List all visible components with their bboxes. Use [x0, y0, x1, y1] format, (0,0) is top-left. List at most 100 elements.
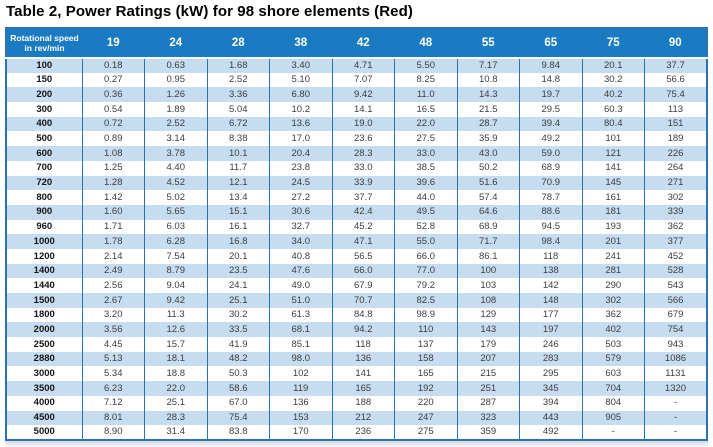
power-value-cell: 443: [519, 410, 582, 426]
power-value-cell: 68.9: [519, 160, 582, 176]
row-header-speed: 1440: [33, 279, 55, 291]
power-value-cell: 179: [456, 337, 520, 352]
power-value-cell: 142: [519, 278, 582, 293]
power-value-cell: 212: [331, 410, 395, 426]
power-value-cell: 7.12: [81, 395, 145, 411]
column-header: 28: [207, 28, 270, 58]
power-value-cell: 94.5: [519, 219, 582, 235]
power-value-cell: 8.25: [394, 72, 457, 88]
power-value-cell: 137: [394, 337, 457, 352]
table-row: 2500 4.45 15.7 41.9 85.1 118 137 179 246 503 943: [6, 337, 707, 352]
power-value-cell: 61.3: [269, 307, 332, 323]
power-value-cell: 121: [581, 146, 645, 161]
row-header-speed: 1800: [33, 309, 55, 321]
row-header-speed: 4500: [33, 412, 55, 424]
power-value-cell: 80.4: [581, 116, 645, 132]
power-value-cell: 85.1: [269, 337, 332, 352]
row-header-speed: 960: [36, 221, 53, 233]
power-value-cell: 68.1: [269, 322, 332, 338]
power-value-cell: 4.52: [144, 175, 207, 191]
table-row: 150 0.27 0.95 2.52 5.10 7.07 8.25 10.8 14.8 30.2 5…: [6, 72, 707, 88]
power-value-cell: 17.0: [269, 131, 332, 147]
power-value-cell: 29.5: [519, 102, 582, 117]
power-value-cell: 47.1: [331, 234, 395, 249]
power-value-cell: 754: [644, 322, 707, 338]
power-value-cell: 16.8: [206, 234, 270, 249]
table-row: 800 1.42 5.02 13.4 27.2 37.7 44.0 57.4 78.7 161 30…: [6, 190, 707, 205]
column-header: 19: [82, 28, 145, 58]
power-value-cell: 108: [456, 293, 520, 308]
power-value-cell: 302: [581, 293, 645, 308]
power-value-cell: 55.0: [394, 234, 457, 249]
power-value-cell: 0.95: [144, 72, 207, 88]
row-header-speed: 900: [36, 206, 53, 218]
power-value-cell: 49.5: [394, 204, 457, 220]
power-value-cell: 22.0: [144, 381, 207, 396]
power-value-cell: 27.5: [394, 131, 457, 147]
power-value-cell: 49.2: [519, 131, 582, 147]
power-value-cell: 60.3: [581, 102, 645, 117]
power-value-cell: 1.28: [81, 175, 145, 191]
column-header: 55: [457, 28, 520, 58]
table-row: 1800 3.20 11.3 30.2 61.3 84.8 98.9 129 177 362 679: [6, 307, 707, 323]
power-value-cell: 28.7: [456, 116, 520, 132]
table-row: 960 1.71 6.03 16.1 32.7 45.2 52.8 68.9 94.5 193 36…: [6, 219, 707, 235]
power-value-cell: 153: [269, 410, 332, 426]
row-header-speed: 800: [36, 191, 53, 203]
table-row: 400 0.72 2.52 6.72 13.6 19.0 22.0 28.7 39.4 80.4 1…: [6, 116, 707, 132]
table-row: 600 1.08 3.78 10.1 20.4 28.3 33.0 43.0 59.0 121 22…: [6, 146, 707, 161]
power-value-cell: 452: [644, 248, 707, 264]
power-value-cell: 4.71: [331, 57, 395, 73]
power-value-cell: 6.03: [144, 219, 207, 235]
row-header-speed: 720: [36, 177, 53, 189]
power-value-cell: 14.3: [456, 87, 520, 103]
column-header: 65: [519, 28, 582, 58]
power-value-cell: 193: [581, 219, 645, 235]
row-header-speed: 150: [36, 74, 53, 86]
power-value-cell: 145: [581, 175, 645, 191]
row-header-speed: 100: [6, 57, 82, 73]
power-value-cell: 20.1: [206, 248, 270, 264]
power-value-cell: 2.52: [206, 72, 270, 88]
power-value-cell: 48.2: [206, 351, 270, 367]
power-value-cell: 6.72: [206, 116, 270, 132]
power-value-cell: 15.1: [206, 204, 270, 220]
power-value-cell: 148: [519, 293, 582, 308]
power-value-cell: 71.7: [456, 234, 520, 249]
row-header-speed: 4000: [33, 397, 55, 409]
power-value-cell: 1.68: [206, 57, 270, 73]
power-value-cell: 41.9: [206, 337, 270, 352]
power-value-cell: 31.4: [144, 425, 207, 440]
row-header-speed: 1200: [33, 250, 55, 262]
power-value-cell: 0.54: [81, 102, 145, 117]
table-row: 2880 5.13 18.1 48.2 98.0 136 158 207 283 579 1086: [6, 351, 707, 367]
power-value-cell: 16.5: [394, 102, 457, 117]
power-value-cell: 302: [644, 190, 707, 205]
column-header: 75: [582, 28, 645, 58]
power-value-cell: 66.0: [394, 248, 457, 264]
power-value-cell: 197: [519, 322, 582, 338]
row-header-speed: 2000: [33, 323, 55, 335]
power-value-cell: 32.7: [269, 219, 332, 235]
power-value-cell: 2.56: [81, 278, 145, 293]
power-value-cell: 1.26: [144, 87, 207, 103]
power-value-cell: 83.8: [206, 425, 270, 440]
power-value-cell: 12.1: [206, 175, 270, 191]
power-value-cell: 40.2: [581, 87, 645, 103]
power-value-cell: 5.65: [144, 204, 207, 220]
power-ratings-table-container: Rotational speed in rev/min 19 24 28 38 42 48…: [5, 27, 708, 441]
power-value-cell: 27.2: [269, 190, 332, 205]
power-value-cell: 220: [394, 395, 457, 411]
power-value-cell: 6.80: [269, 87, 332, 103]
table-row: 100 0.18 0.63 1.68 3.40 4.71 5.50 7.17 9.84 20.1 3…: [6, 57, 707, 73]
table-row: 1400 2.49 8.79 23.5 47.6 66.0 77.0 100 138 281 528: [6, 263, 707, 279]
power-value-cell: 5.50: [394, 57, 457, 73]
power-value-cell: 102: [269, 366, 332, 382]
power-value-cell: 339: [644, 204, 707, 220]
power-value-cell: 181: [581, 204, 645, 220]
power-value-cell: 905: [581, 410, 645, 426]
power-value-cell: 0.18: [81, 57, 145, 73]
power-value-cell: 207: [456, 351, 520, 367]
power-value-cell: 170: [269, 425, 332, 440]
power-value-cell: 3.40: [269, 57, 332, 73]
